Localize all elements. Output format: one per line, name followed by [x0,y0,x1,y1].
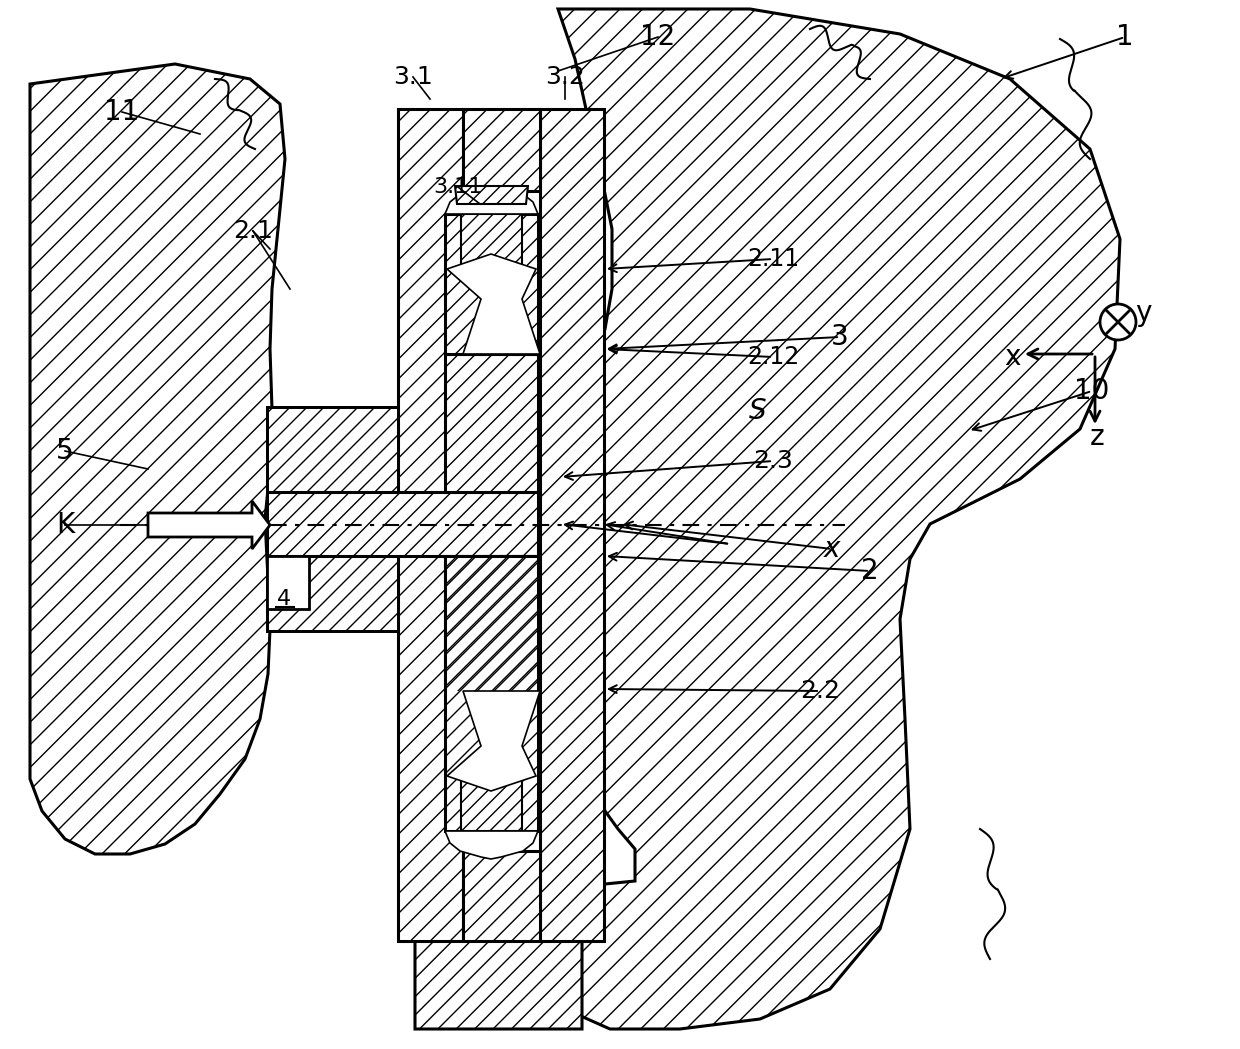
Polygon shape [463,851,539,941]
Polygon shape [445,214,538,354]
Text: 3.11: 3.11 [433,177,482,197]
Text: y: y [1135,299,1151,327]
Text: S: S [749,397,766,425]
Polygon shape [445,186,538,214]
Text: x: x [823,535,841,563]
Text: 2.3: 2.3 [753,449,792,473]
Text: 12: 12 [640,23,676,51]
Text: K: K [56,511,74,539]
Text: x: x [1004,343,1021,371]
Polygon shape [461,771,522,831]
Polygon shape [415,871,582,1029]
Text: 3.1: 3.1 [393,65,433,89]
Polygon shape [267,556,309,609]
Text: 2.2: 2.2 [800,679,839,703]
Polygon shape [446,691,539,791]
Polygon shape [445,556,538,831]
Text: 11: 11 [104,98,140,126]
Polygon shape [463,109,539,191]
Polygon shape [445,556,538,691]
Text: 1: 1 [1116,23,1133,51]
Text: 2.11: 2.11 [746,247,799,271]
Polygon shape [539,109,604,941]
Text: 2: 2 [862,557,879,585]
Polygon shape [398,109,463,941]
Polygon shape [267,556,398,631]
Text: 4: 4 [277,588,291,609]
Polygon shape [148,501,270,549]
Text: z: z [1090,423,1105,451]
Circle shape [1100,304,1136,340]
Text: 3: 3 [831,323,849,351]
Polygon shape [267,407,398,492]
Polygon shape [445,831,538,859]
Polygon shape [461,214,522,274]
Polygon shape [445,354,538,492]
Text: 2.12: 2.12 [746,345,799,369]
Polygon shape [267,492,538,556]
Polygon shape [30,64,285,854]
Text: 3.2: 3.2 [546,65,585,89]
Polygon shape [455,186,528,204]
Text: 5: 5 [56,437,74,465]
Polygon shape [548,9,1120,1029]
Polygon shape [446,254,539,354]
Text: 10: 10 [1074,377,1110,405]
Text: 2.1: 2.1 [233,219,273,243]
